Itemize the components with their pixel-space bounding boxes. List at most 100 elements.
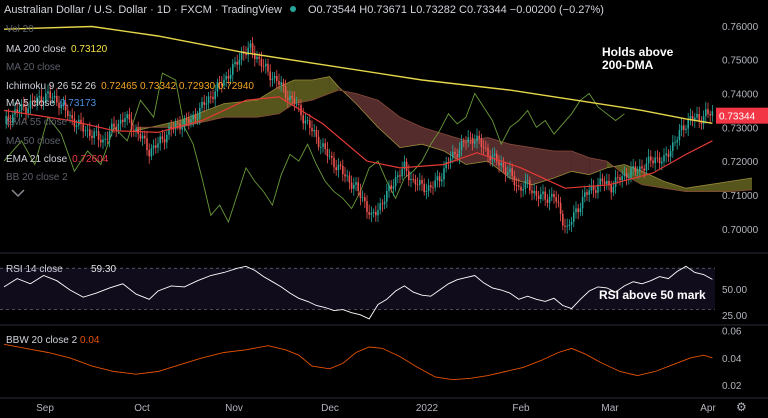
- ichimoku-cloud-segment: [356, 93, 378, 128]
- candle-body: [529, 180, 531, 191]
- collapse-legend-icon[interactable]: [10, 188, 26, 198]
- legend-value: 0.72604: [72, 154, 109, 165]
- candle-body: [403, 161, 406, 170]
- candle-body: [414, 179, 417, 185]
- rsi-axis-tick: 25.00: [722, 311, 747, 322]
- candle-body: [141, 135, 144, 139]
- candle-body: [328, 155, 331, 157]
- legend-item[interactable]: EMA 21 close 0.72604: [6, 154, 108, 165]
- candle-body: [75, 125, 78, 127]
- candle-body: [504, 167, 507, 175]
- ichimoku-cloud-segment: [422, 127, 444, 151]
- ichimoku-cloud-segment: [224, 100, 257, 118]
- ichimoku-cloud-segment: [664, 181, 686, 192]
- candle-body: [240, 51, 243, 60]
- candle-body: [344, 174, 346, 177]
- legend-item[interactable]: MA 5 close 0.73173: [6, 98, 96, 109]
- candle-body: [117, 123, 120, 130]
- gear-icon[interactable]: ⚙: [736, 400, 747, 414]
- bbw-axis-tick: 0.02: [722, 381, 742, 392]
- candle-body: [16, 109, 18, 113]
- ichimoku-span-a: [135, 76, 753, 189]
- legend-item[interactable]: MA 20 close: [6, 62, 60, 73]
- candle-body: [584, 192, 586, 197]
- candle-body: [190, 119, 192, 123]
- legend-item[interactable]: Ichimoku 9 26 52 26 0.72465 0.73342 0.729…: [6, 81, 254, 92]
- candle-body: [551, 194, 553, 197]
- candle-body: [342, 165, 344, 175]
- candle-body: [478, 135, 480, 139]
- candle-body: [324, 143, 326, 150]
- candle-body: [399, 175, 401, 177]
- rsi-line: [3, 265, 713, 320]
- candle-body: [698, 113, 700, 121]
- time-axis-tick: Feb: [512, 403, 530, 414]
- candle-body: [108, 131, 111, 140]
- candle-body: [278, 81, 280, 86]
- candle-body: [73, 118, 76, 127]
- candle-body: [456, 154, 458, 158]
- candle-body: [86, 129, 89, 131]
- candle-body: [245, 53, 247, 56]
- candle-body: [260, 58, 263, 67]
- candle-body: [522, 188, 524, 191]
- candle-body: [425, 191, 428, 193]
- candle-body: [390, 185, 392, 189]
- candle-body: [313, 130, 315, 132]
- candle-body: [337, 164, 340, 171]
- time-axis-tick: Oct: [134, 403, 150, 414]
- candle-body: [113, 123, 115, 127]
- candle-body: [69, 115, 71, 117]
- candle-body: [458, 149, 461, 158]
- candle-body: [298, 103, 300, 105]
- candle-body: [295, 103, 298, 105]
- candle-body: [445, 162, 447, 169]
- candle-body: [689, 115, 692, 120]
- legend-item[interactable]: MA 50 close: [6, 136, 60, 147]
- candle-body: [381, 203, 384, 205]
- rsi-band-fill: [0, 268, 715, 310]
- candle-body: [518, 185, 520, 187]
- legend-item[interactable]: Vol 20: [6, 24, 34, 35]
- candle-body: [597, 184, 599, 193]
- candle-body: [82, 124, 84, 132]
- candle-body: [130, 119, 133, 130]
- candle-body: [487, 147, 489, 156]
- ichimoku-cloud-segment: [686, 184, 708, 192]
- legend-item[interactable]: BB 20 close 2: [6, 172, 68, 183]
- candle-body: [694, 117, 696, 121]
- candle-body: [126, 114, 128, 119]
- candle-body: [581, 196, 584, 209]
- legend-label: MA 200 close: [6, 44, 67, 55]
- candle-body: [306, 120, 309, 122]
- candle-body: [320, 146, 322, 148]
- candle-body: [163, 139, 166, 143]
- candle-body: [430, 185, 432, 188]
- time-axis-tick: Mar: [601, 403, 619, 414]
- candle-body: [53, 95, 56, 98]
- ohlc-readout: O0.73544 H0.73671 L0.73282 C0.73344 −0.0…: [307, 4, 604, 16]
- legend-label: Ichimoku 9 26 52 26: [6, 81, 97, 92]
- ichimoku-cloud-segment: [466, 137, 488, 165]
- candle-body: [707, 109, 709, 115]
- candle-body: [441, 179, 443, 182]
- candle-body: [595, 190, 597, 193]
- candle-body: [667, 153, 670, 157]
- ichimoku-cloud-segment: [571, 151, 590, 175]
- candle-body: [665, 153, 667, 156]
- candle-body: [157, 143, 159, 148]
- legend-item[interactable]: MA 200 close 0.73120: [6, 44, 107, 55]
- ichimoku-lagging-line: [3, 72, 625, 224]
- candle-body: [317, 136, 320, 147]
- candle-body: [423, 183, 425, 193]
- candle-body: [392, 186, 395, 189]
- candle-body: [84, 130, 87, 132]
- candle-body: [234, 61, 236, 65]
- candle-body: [588, 190, 590, 195]
- legend-item[interactable]: EMA 55 close: [6, 117, 67, 128]
- candle-body: [225, 75, 227, 80]
- candle-body: [436, 176, 439, 181]
- candle-body: [139, 133, 142, 139]
- candle-body: [174, 123, 177, 130]
- candle-body: [617, 177, 619, 179]
